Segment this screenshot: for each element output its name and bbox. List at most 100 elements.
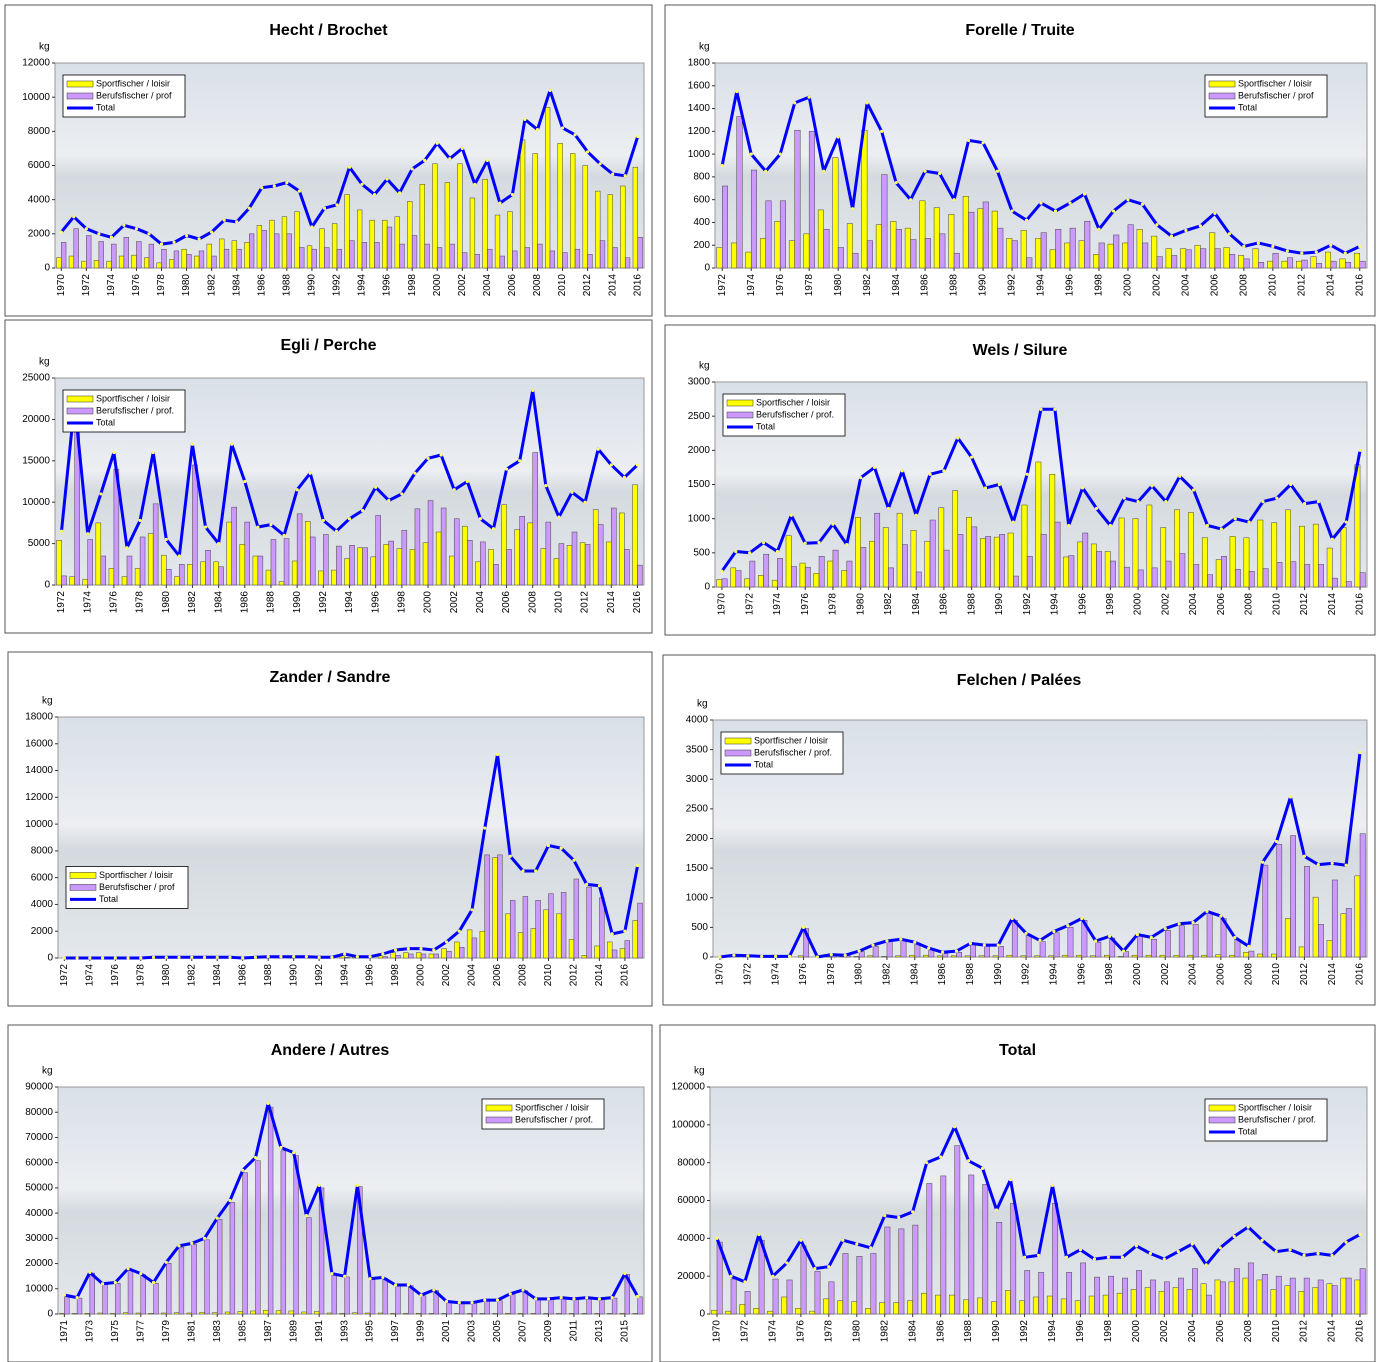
line-marker (1289, 795, 1292, 798)
line-marker (172, 241, 175, 244)
bar (969, 1175, 974, 1314)
bar (1207, 913, 1212, 957)
line-marker (1331, 862, 1334, 865)
bar (1238, 255, 1244, 268)
line-marker (885, 939, 888, 942)
x-tick-label: 1984 (907, 1320, 918, 1343)
line-marker (557, 516, 560, 519)
x-tick-label: 2004 (482, 274, 493, 297)
bar (550, 251, 555, 268)
line-marker (1137, 500, 1140, 503)
bar (1108, 244, 1114, 268)
bar (475, 254, 480, 268)
bar (986, 536, 991, 587)
bar (612, 1298, 617, 1314)
bar (1040, 942, 1045, 957)
bar (416, 1313, 421, 1314)
x-tick-label: 1984 (909, 963, 920, 986)
y-tick-label: 2500 (688, 411, 711, 422)
bar (1257, 1280, 1262, 1314)
bar (238, 1311, 243, 1314)
chart-title: Zander / Sandre (270, 669, 391, 686)
x-tick-label: 1980 (181, 274, 192, 297)
bar (1287, 258, 1293, 268)
bar (1221, 556, 1226, 587)
bar (1340, 259, 1346, 268)
bar (141, 1275, 146, 1314)
bar (1258, 520, 1263, 587)
bar (994, 537, 999, 587)
bar (1186, 250, 1192, 268)
bar (96, 523, 101, 585)
bar (800, 563, 805, 587)
bar (337, 249, 342, 268)
x-tick-label: 1973 (84, 1320, 95, 1343)
chart-panel: Wels / Silurekg0500100015002000250030001… (665, 325, 1375, 635)
line-marker (915, 514, 918, 517)
line-marker (343, 1275, 346, 1278)
line-marker (1191, 1242, 1194, 1245)
bar (107, 261, 112, 268)
line-marker (279, 955, 282, 958)
line-marker (750, 153, 753, 156)
x-tick-label: 1972 (717, 274, 728, 297)
x-tick-label: 1972 (56, 591, 67, 614)
x-tick-label: 1988 (963, 1320, 974, 1343)
bar (1165, 930, 1170, 957)
bar (1113, 235, 1119, 268)
bar (731, 568, 736, 587)
line-marker (1155, 223, 1158, 226)
bar (1021, 230, 1027, 268)
chart-title: Andere / Autres (271, 1042, 390, 1059)
bar (712, 1310, 717, 1314)
bar (1159, 1291, 1164, 1314)
line-marker (981, 1167, 984, 1170)
x-tick-label: 1990 (978, 274, 989, 297)
y-tick-label: 18000 (25, 712, 53, 723)
bar (810, 1311, 815, 1314)
line-marker (788, 955, 791, 958)
line-marker (1068, 201, 1071, 204)
bar (772, 580, 777, 587)
bar (324, 248, 329, 269)
bar (525, 248, 530, 269)
line-marker (610, 463, 613, 466)
bar (963, 1300, 968, 1314)
bar (984, 946, 989, 957)
line-marker (827, 1265, 830, 1268)
line-marker (1053, 408, 1056, 411)
x-tick-label: 2013 (594, 1320, 605, 1343)
bar (768, 1311, 773, 1314)
bar (391, 1313, 396, 1314)
bar (1137, 936, 1142, 957)
line-marker (748, 551, 751, 554)
line-marker (1358, 751, 1361, 754)
line-marker (880, 130, 883, 133)
line-marker (1011, 917, 1014, 920)
line-marker (1052, 930, 1055, 933)
bar (868, 956, 873, 957)
bar (1090, 956, 1095, 957)
bar (1360, 261, 1366, 268)
bar (1008, 533, 1013, 587)
bar (391, 953, 396, 958)
bar (599, 1299, 604, 1314)
line-marker (267, 955, 270, 958)
line-marker (348, 517, 351, 520)
bar (1055, 229, 1061, 268)
bar (1157, 257, 1163, 268)
bar (410, 549, 415, 585)
legend-swatch (486, 1105, 512, 1111)
line-marker (952, 198, 955, 201)
bar (187, 1313, 192, 1314)
bar (258, 556, 263, 585)
bar (1304, 866, 1309, 957)
x-tick-label: 1989 (288, 1320, 299, 1343)
bar (854, 956, 859, 957)
bar (740, 1305, 745, 1314)
bar (429, 1313, 434, 1314)
x-tick-label: 1972 (740, 1320, 751, 1343)
bar (745, 1291, 750, 1314)
bar (1136, 1270, 1141, 1314)
bar (1068, 927, 1073, 957)
